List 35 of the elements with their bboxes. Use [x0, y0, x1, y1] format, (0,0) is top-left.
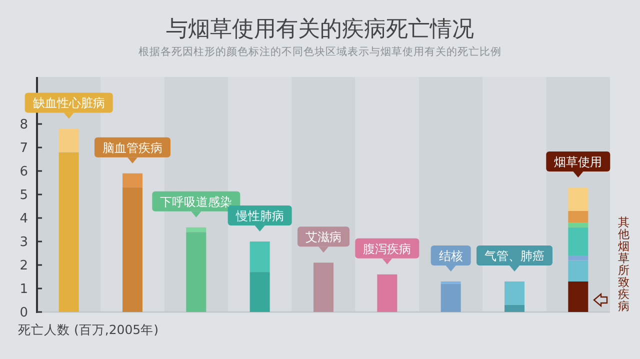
x-tick-label: 结核: [438, 248, 463, 263]
bar: [504, 281, 524, 305]
y-axis-title: 死亡人数 (百万,2005年): [18, 322, 159, 337]
y-tick-label: 8: [20, 118, 28, 132]
y-tick-label: 1: [20, 282, 28, 297]
bar: [440, 284, 461, 312]
y-tick-label: 7: [20, 141, 28, 156]
annotation: 其他烟草所致疾病: [618, 215, 630, 313]
y-tick-label: 2: [20, 258, 28, 274]
bar: [377, 274, 398, 312]
bar: [122, 187, 142, 312]
bar: [122, 173, 142, 188]
x-tick-label: 缺血性心脏病: [32, 96, 105, 110]
x-tick-label: 烟草使用: [554, 154, 602, 169]
bar: [186, 232, 206, 312]
bar: [186, 227, 206, 232]
y-tick-label: 3: [20, 235, 28, 250]
bar: [250, 272, 270, 312]
y-tick-label: 6: [20, 164, 28, 180]
y-tick-label: 0: [20, 306, 28, 320]
bar: [568, 281, 588, 312]
chart-subtitle: 根据各死因柱形的颜色标注的不同色块区域表示与烟草使用有关的死亡比例: [138, 45, 502, 58]
x-tick-label: 腹泻疾病: [363, 242, 412, 256]
bar: [250, 242, 270, 272]
x-tick-label: 脑血管疾病: [102, 140, 162, 155]
y-tick-label: 4: [20, 212, 28, 226]
x-tick-label: 艾滋病: [306, 230, 342, 244]
bar: [58, 152, 79, 312]
x-tick-label: 气管、肺癌: [484, 248, 544, 263]
bar: [440, 281, 461, 284]
y-tick-label: 5: [20, 188, 28, 203]
bar: [504, 304, 524, 312]
bar: [314, 262, 334, 312]
bar: [58, 128, 79, 152]
chart-title: 与烟草使用有关的疾病死亡情况: [166, 17, 474, 42]
